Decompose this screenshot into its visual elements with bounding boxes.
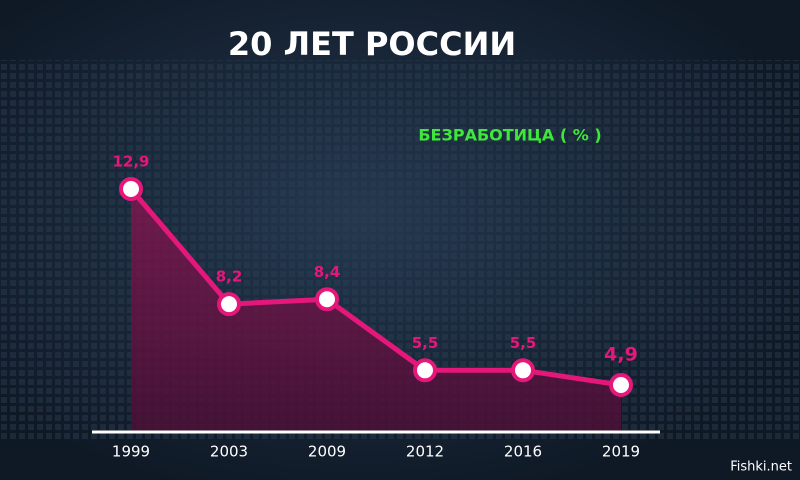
x-tick-label: 2016 <box>504 443 542 461</box>
value-label: 5,5 <box>510 334 537 352</box>
value-label: 12,9 <box>112 153 149 171</box>
line <box>129 187 622 388</box>
value-label: 8,4 <box>314 263 341 281</box>
point <box>511 358 535 383</box>
point <box>315 287 339 312</box>
point <box>119 177 143 201</box>
x-tick-label: 2003 <box>210 443 248 461</box>
x-tick-label: 2019 <box>602 443 640 461</box>
value-label: 4,9 <box>604 344 638 366</box>
x-tick-label: 2009 <box>308 443 346 461</box>
value-label: 8,2 <box>216 268 243 286</box>
value-label: 5,5 <box>412 334 439 352</box>
watermark: Fishki.net <box>730 460 792 475</box>
chart-subtitle: БЕЗРАБОТИЦА ( % ) <box>418 126 601 145</box>
chart-title: 20 ЛЕТ РОССИИ <box>228 25 516 63</box>
x-tick-label: 2012 <box>406 443 444 461</box>
x-tick-label: 1999 <box>112 443 150 461</box>
plot-area: 12,9 1999 8,2 2003 8,4 2009 5,5 2012 5,5 2016 4,9 2… <box>92 153 660 461</box>
point <box>217 292 241 317</box>
point <box>413 358 437 383</box>
point <box>609 373 633 397</box>
